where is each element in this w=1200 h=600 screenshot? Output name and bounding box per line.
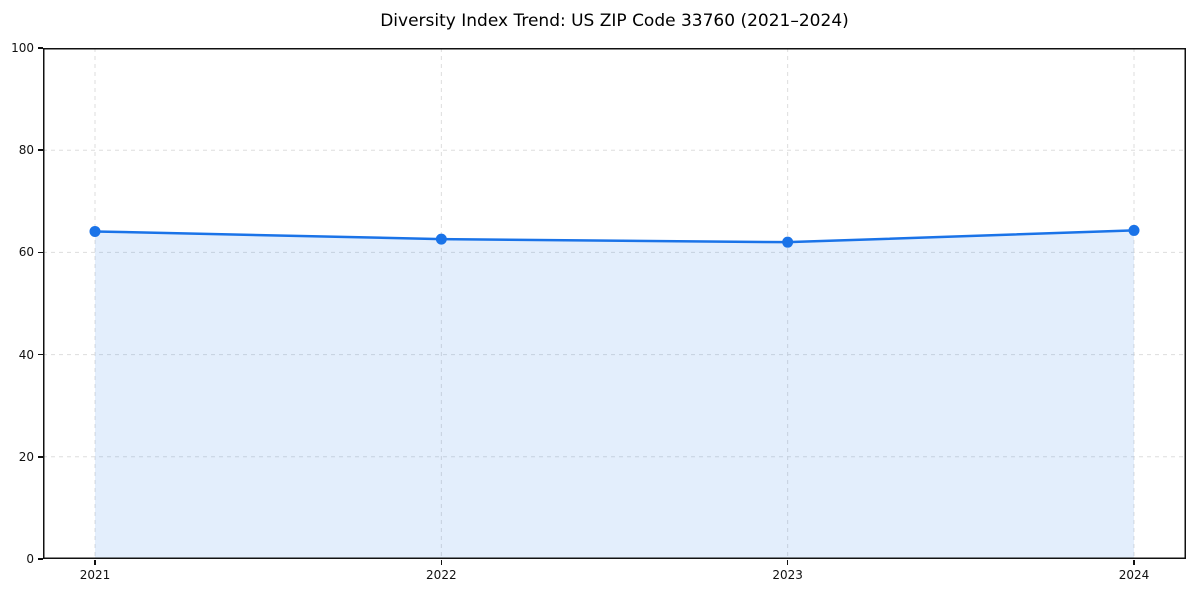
y-tick-label: 100	[11, 41, 34, 55]
y-tick-label: 20	[18, 449, 34, 464]
chart-title: Diversity Index Trend: US ZIP Code 33760…	[380, 11, 849, 31]
y-tick-label: 80	[18, 143, 34, 158]
data-point-marker	[1128, 224, 1140, 236]
trend-line	[93, 229, 1136, 244]
x-tick-mark	[440, 560, 443, 565]
x-tick-mark	[94, 560, 96, 565]
x-tick-label: 2024	[1118, 568, 1150, 582]
data-point-marker	[782, 236, 794, 248]
plot-frame	[43, 48, 1186, 559]
data-point-marker	[89, 225, 101, 237]
area-fill	[95, 230, 1134, 559]
y-tick-label: 60	[18, 245, 34, 260]
x-tick-mark	[786, 560, 789, 565]
x-tick-label: 2023	[772, 568, 803, 582]
plot-area	[43, 48, 1186, 559]
y-tick-label: 0	[26, 552, 34, 566]
x-tick-label: 2021	[79, 568, 111, 582]
x-tick-label: 2022	[426, 568, 457, 582]
x-tick-mark	[1133, 560, 1135, 565]
data-point-marker	[435, 233, 447, 245]
y-tick-label: 40	[18, 347, 34, 362]
chart-canvas	[43, 48, 1186, 559]
